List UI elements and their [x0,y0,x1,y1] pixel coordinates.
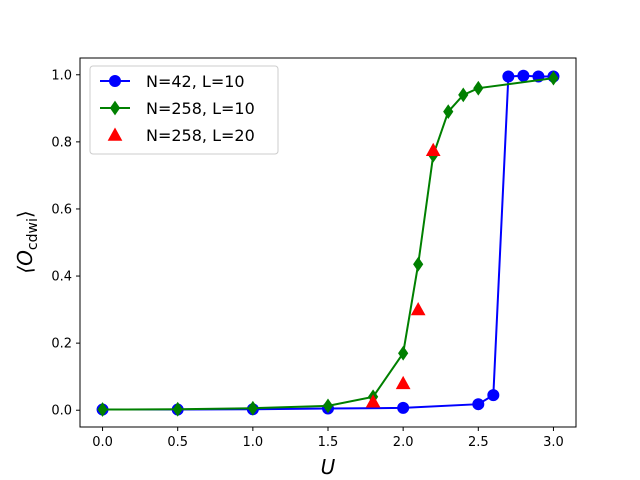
data-point [410,302,426,316]
axis-ticks: 0.0 0.5 1.0 1.5 2.0 2.5 3.0 0.0 0.2 0.4 0.6 0.8 1.0 [51,68,563,450]
legend-label: N=258, L=20 [146,126,255,145]
data-point [397,401,410,414]
data-point [398,345,409,361]
x-tick-label: 2.0 [393,435,414,450]
legend-marker [109,75,121,87]
data-point [473,80,484,96]
legend-marker [109,100,121,116]
x-tick-label: 3.0 [543,435,564,450]
legend-label: N=258, L=10 [146,99,255,118]
legend-entry: N=42, L=10 [100,72,245,91]
y-axis-label-subscript: cdwi [25,218,41,250]
y-tick-label: 0.6 [51,202,72,217]
legend-box [89,65,279,155]
x-axis-label: U [321,455,336,479]
legend-marker [107,127,123,141]
y-tick-label: 0.2 [51,337,72,352]
y-tick-label: 0.8 [51,135,72,150]
data-point [413,256,424,272]
data-point [425,142,441,156]
data-point [97,402,108,417]
y-tick-label: 0.4 [51,270,72,285]
data-point [517,69,530,82]
plot-area [96,69,560,417]
data-point [395,375,411,390]
data-point [487,389,500,402]
data-point [502,70,515,83]
legend-entry: N=258, L=10 [100,99,255,118]
y-tick-label: 0.0 [51,404,72,419]
data-point [322,398,334,414]
x-tick-label: 0.5 [167,435,188,450]
legend: N=42, L=10 N=258, L=10 N=258, L=20 [89,65,279,155]
series-3 [365,142,441,408]
data-point [172,401,183,417]
data-point [443,104,454,120]
data-point [247,400,258,416]
data-point [548,70,559,86]
data-point [365,394,381,408]
series-2 [97,70,559,417]
y-tick-label: 1.0 [51,68,72,83]
y-axis-label-open: ⟨O [13,250,37,274]
data-point [472,398,485,411]
x-tick-label: 1.5 [318,435,339,450]
x-tick-label: 2.5 [468,435,489,450]
legend-entry: N=258, L=20 [107,126,255,145]
x-tick-label: 0.0 [92,435,113,450]
y-axis-label-close: ⟩ [13,210,37,218]
x-tick-label: 1.0 [243,435,264,450]
y-axis-label: ⟨Ocdwi⟩ [13,210,41,273]
legend-label: N=42, L=10 [146,72,245,91]
data-point [458,87,469,103]
